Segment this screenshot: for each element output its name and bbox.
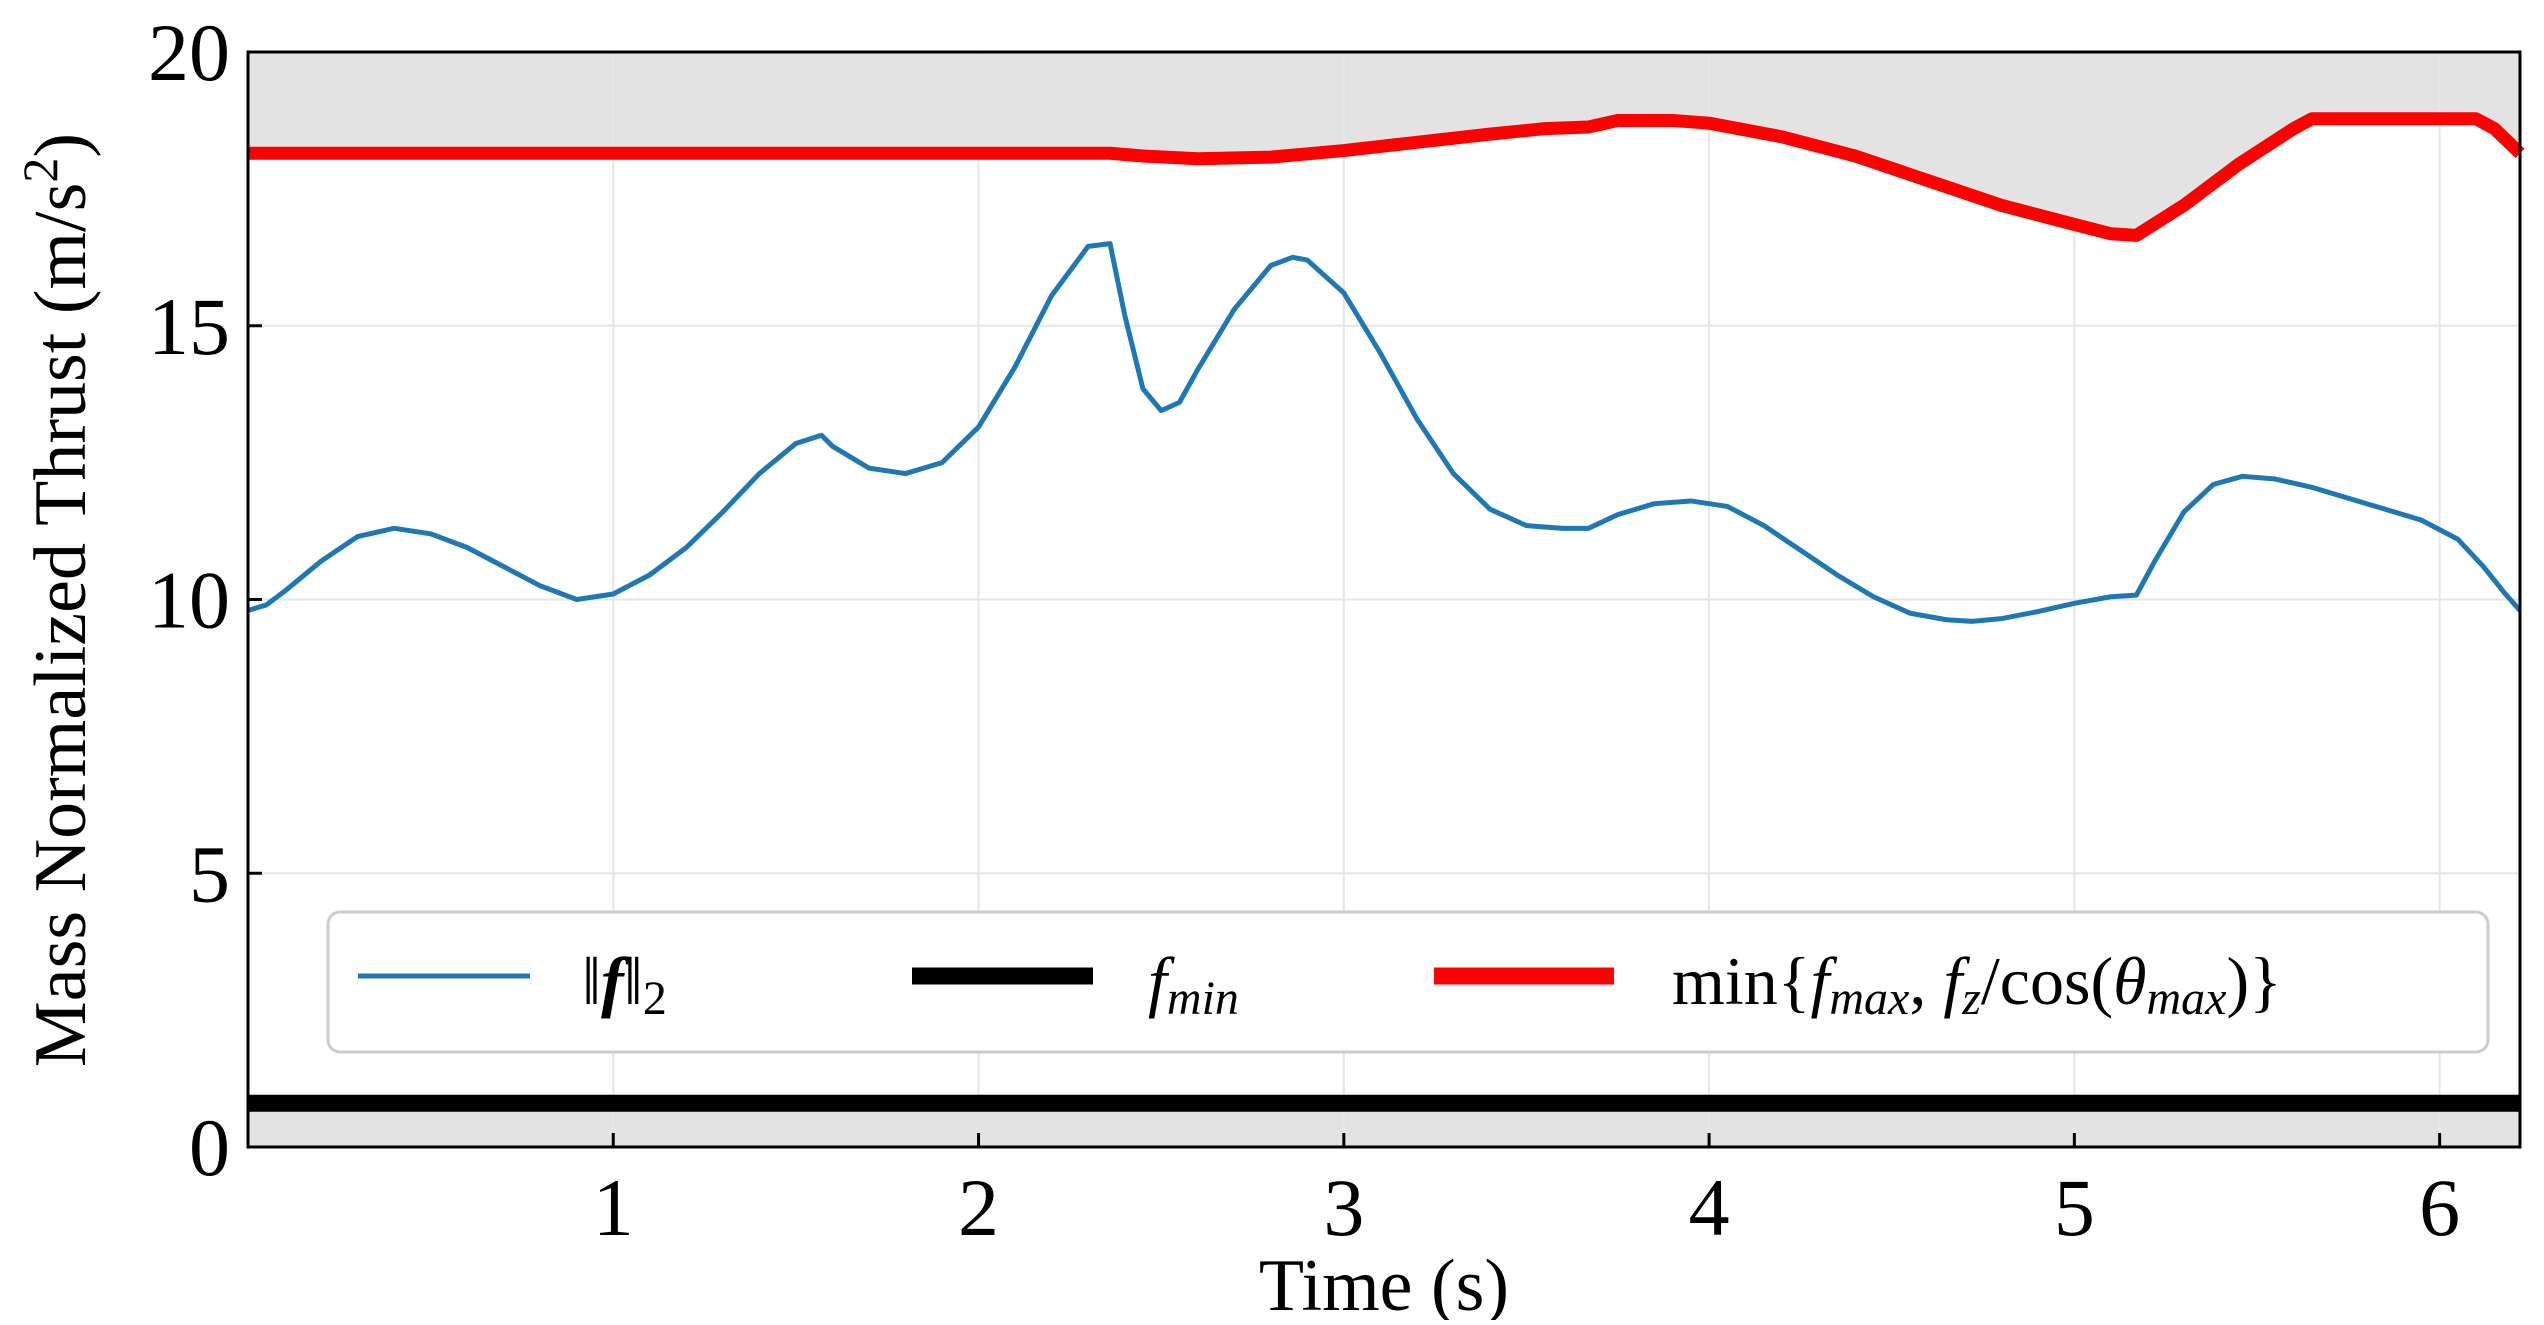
y-tick-label: 10 xyxy=(148,555,230,646)
y-tick-label: 0 xyxy=(189,1102,230,1193)
y-tick-label: 20 xyxy=(148,7,230,98)
x-axis-label: Time (s) xyxy=(1259,1245,1509,1320)
x-tick-label: 5 xyxy=(2054,1162,2095,1253)
ticks: 1 2 3 4 5 6 0 5 10 15 20 xyxy=(148,7,2460,1253)
x-tick-label: 2 xyxy=(958,1162,999,1253)
legend-label-fmax: min{fmax, fz/cos(θmax)} xyxy=(1672,943,2282,1025)
legend-label-fmin: fmin xyxy=(1148,943,1239,1025)
y-tick-label: 5 xyxy=(189,828,230,919)
fmax-series-line xyxy=(248,112,2525,242)
x-tick-label: 6 xyxy=(2419,1162,2460,1253)
x-tick-label: 4 xyxy=(1689,1162,1730,1253)
series-lines xyxy=(247,112,2525,1112)
legend: ‖f‖2 fmin min{fmax, fz/cos(θmax)} xyxy=(326,910,2490,1054)
x-tick-label: 1 xyxy=(593,1162,634,1253)
legend-label-norm: ‖f‖2 xyxy=(582,943,667,1025)
y-tick-label: 15 xyxy=(148,281,230,372)
norm-series-line xyxy=(247,241,2522,624)
legend-frame xyxy=(326,910,2490,1054)
x-tick-label: 3 xyxy=(1323,1162,1364,1253)
y-axis-label: Mass Normalized Thrust (m/s2) xyxy=(12,133,102,1067)
